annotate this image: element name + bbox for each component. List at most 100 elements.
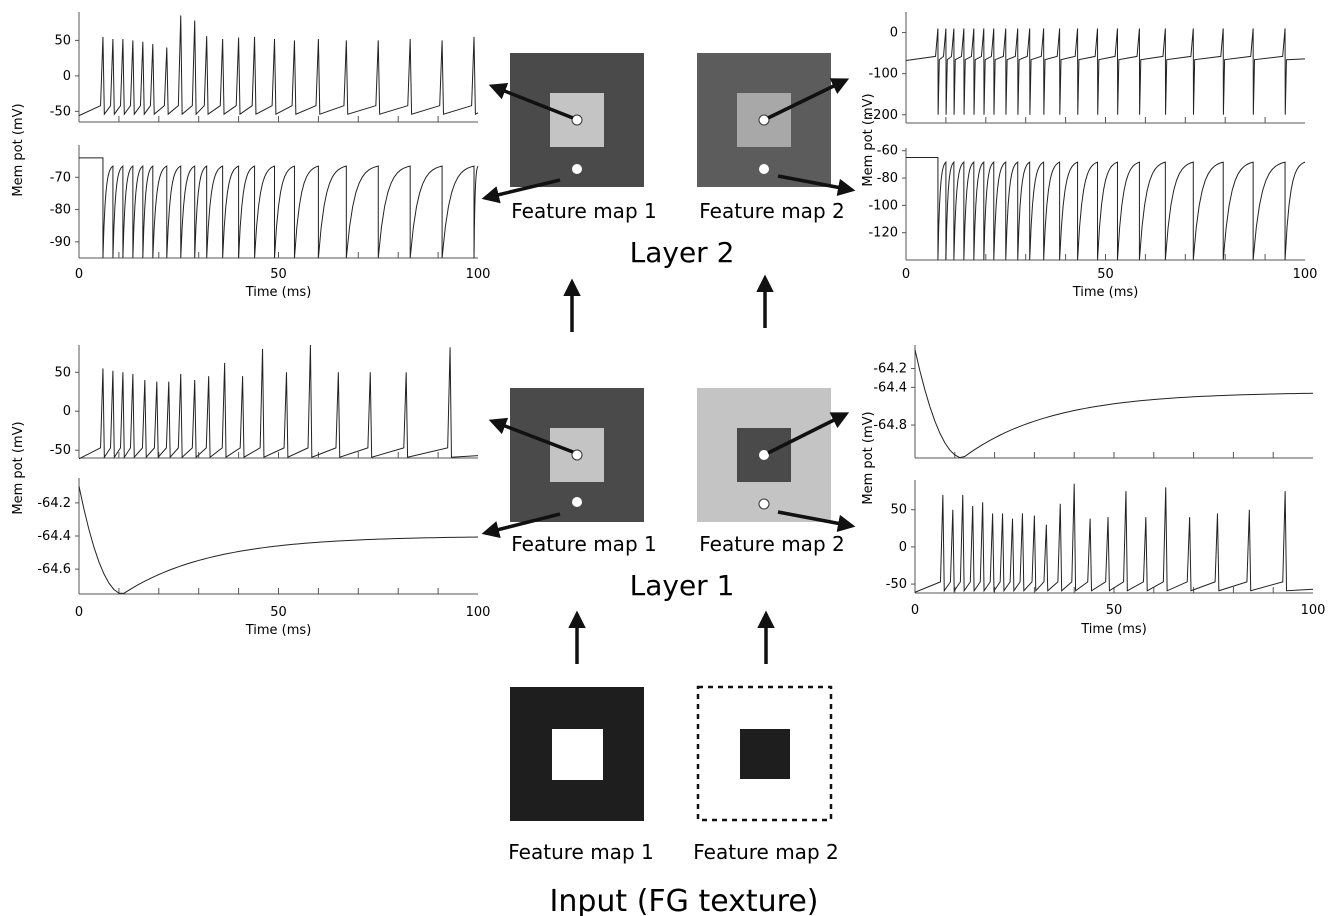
white-dot — [758, 114, 770, 126]
feature-map-label: Feature map 1 — [511, 532, 656, 556]
arrow-icon — [481, 178, 561, 204]
y-tick-label: 0 — [63, 69, 71, 84]
charts: 50 0 -50 -70 -80 -90 0 50 100 Time (ms) Mem pot (m… — [11, 12, 1325, 638]
y-axis-label: Mem pot (mV) — [11, 421, 26, 514]
map-center — [552, 729, 603, 780]
x-tick-label: 50 — [1097, 267, 1114, 282]
map-center — [740, 729, 790, 779]
layer1-feature-map-1: Feature map 1 — [481, 388, 657, 556]
trace-line — [914, 349, 1314, 459]
y-tick-label: 50 — [54, 365, 71, 380]
input-feature-map-2: Feature map 2 — [693, 685, 839, 864]
x-tick-label: 100 — [466, 267, 491, 282]
panel-1: 0 -100 -200 — [868, 12, 1306, 124]
y-tick-label: -70 — [50, 170, 71, 185]
layer2-feature-map-1: Feature map 1 — [481, 53, 657, 223]
input-feature-map-1: Feature map 1 — [508, 687, 654, 864]
trace-line — [79, 157, 479, 259]
x-tick-label: 0 — [911, 603, 919, 618]
arrow-icon — [767, 412, 850, 455]
feature-map-label: Feature map 2 — [699, 199, 844, 223]
arrow-icon — [777, 510, 856, 532]
feature-map-label: Feature map 2 — [693, 840, 838, 864]
y-tick-label: -100 — [868, 67, 898, 82]
x-axis-label: Time (ms) — [245, 285, 312, 300]
trace-line — [914, 483, 1314, 593]
open-dot — [758, 498, 770, 510]
x-tick-label: 100 — [466, 605, 491, 620]
map-square-dashed — [696, 685, 833, 822]
panel-1: 50 0 -50 — [50, 344, 479, 460]
y-tick-label: -50 — [50, 104, 71, 119]
chart-top-right: 0 -100 -200 -60 -80 -100 -120 0 50 100 Time (ms) Me… — [861, 12, 1317, 300]
y-tick-label: 0 — [63, 404, 71, 419]
feature-map-label: Feature map 2 — [699, 532, 844, 556]
arrow-icon — [488, 83, 574, 120]
y-tick-label: -90 — [50, 235, 71, 250]
x-axis-label: Time (ms) — [1072, 285, 1139, 300]
y-tick-label: -50 — [886, 577, 907, 592]
y-tick-label: -64.2 — [37, 496, 71, 511]
y-tick-label: 0 — [890, 26, 898, 41]
y-axis-label: Mem pot (mV) — [861, 411, 876, 504]
white-dot — [759, 450, 769, 460]
panel-2: -60 -80 -100 -120 — [868, 144, 1306, 261]
x-tick-label: 50 — [270, 267, 287, 282]
trace-line — [906, 157, 1306, 261]
y-tick-label: -64.4 — [37, 529, 71, 544]
y-tick-label: 50 — [890, 503, 907, 518]
y-tick-label: -64.2 — [873, 362, 907, 377]
x-tick-label: 0 — [902, 267, 910, 282]
x-tick-label: 100 — [1293, 267, 1318, 282]
x-tick-label: 50 — [270, 605, 287, 620]
arrow-icon — [488, 417, 574, 454]
white-dot — [571, 449, 583, 461]
feature-map-label: Feature map 1 — [511, 199, 656, 223]
y-tick-label: -64.8 — [873, 418, 907, 433]
y-tick-label: -50 — [50, 443, 71, 458]
x-tick-label: 0 — [75, 267, 83, 282]
y-tick-label: -64.4 — [873, 380, 907, 395]
x-tick-label: 50 — [1106, 603, 1123, 618]
trace-line — [78, 486, 479, 594]
chart-bottom-right: -64.2 -64.4 -64.8 50 0 -50 0 50 100 Time (ms) Mem … — [861, 345, 1325, 637]
trace-line — [905, 28, 1306, 115]
x-axis-label: Time (ms) — [245, 623, 312, 638]
panel-2: -70 -80 -90 — [50, 145, 479, 259]
y-tick-label: 50 — [54, 33, 71, 48]
white-dot — [572, 164, 582, 174]
chart-top-left: 50 0 -50 -70 -80 -90 0 50 100 Time (ms) Mem pot (m… — [11, 12, 490, 300]
y-tick-label: -200 — [868, 108, 898, 123]
feature-map-label: Feature map 1 — [508, 840, 653, 864]
x-tick-label: 0 — [75, 605, 83, 620]
white-dot — [571, 114, 583, 126]
layer1-feature-map-2: Feature map 2 — [697, 388, 856, 556]
trace-line — [78, 344, 479, 460]
white-dot — [759, 164, 769, 174]
trace-line — [78, 15, 479, 117]
x-axis-label: Time (ms) — [1080, 622, 1147, 637]
panel-2: 50 0 -50 — [886, 480, 1314, 594]
y-tick-label: -64.6 — [37, 562, 71, 577]
layer2-feature-map-2: Feature map 2 — [697, 53, 856, 223]
white-dot — [572, 497, 582, 507]
arrow-icon — [777, 174, 856, 196]
y-axis-label: Mem pot (mV) — [861, 93, 876, 186]
panel-1: -64.2 -64.4 -64.8 — [873, 345, 1314, 459]
layer1-title: Layer 1 — [630, 569, 735, 602]
y-tick-label: 0 — [899, 540, 907, 555]
y-tick-label: -80 — [877, 171, 898, 186]
arrow-icon — [767, 78, 850, 120]
chart-bottom-left: 50 0 -50 -64.2 -64.4 -64.6 0 50 100 Time (ms) Mem … — [11, 344, 491, 638]
y-axis-label: Mem pot (mV) — [11, 103, 26, 196]
y-tick-label: -60 — [877, 144, 898, 159]
layer2-title: Layer 2 — [630, 236, 735, 269]
y-tick-label: -100 — [868, 198, 898, 213]
panel-1: 50 0 -50 — [50, 12, 479, 123]
arrow-icon — [481, 512, 561, 539]
panel-2: -64.2 -64.4 -64.6 — [37, 478, 479, 595]
x-tick-label: 100 — [1301, 603, 1326, 618]
y-tick-label: -80 — [50, 203, 71, 218]
input-title: Input (FG texture) — [549, 884, 818, 916]
